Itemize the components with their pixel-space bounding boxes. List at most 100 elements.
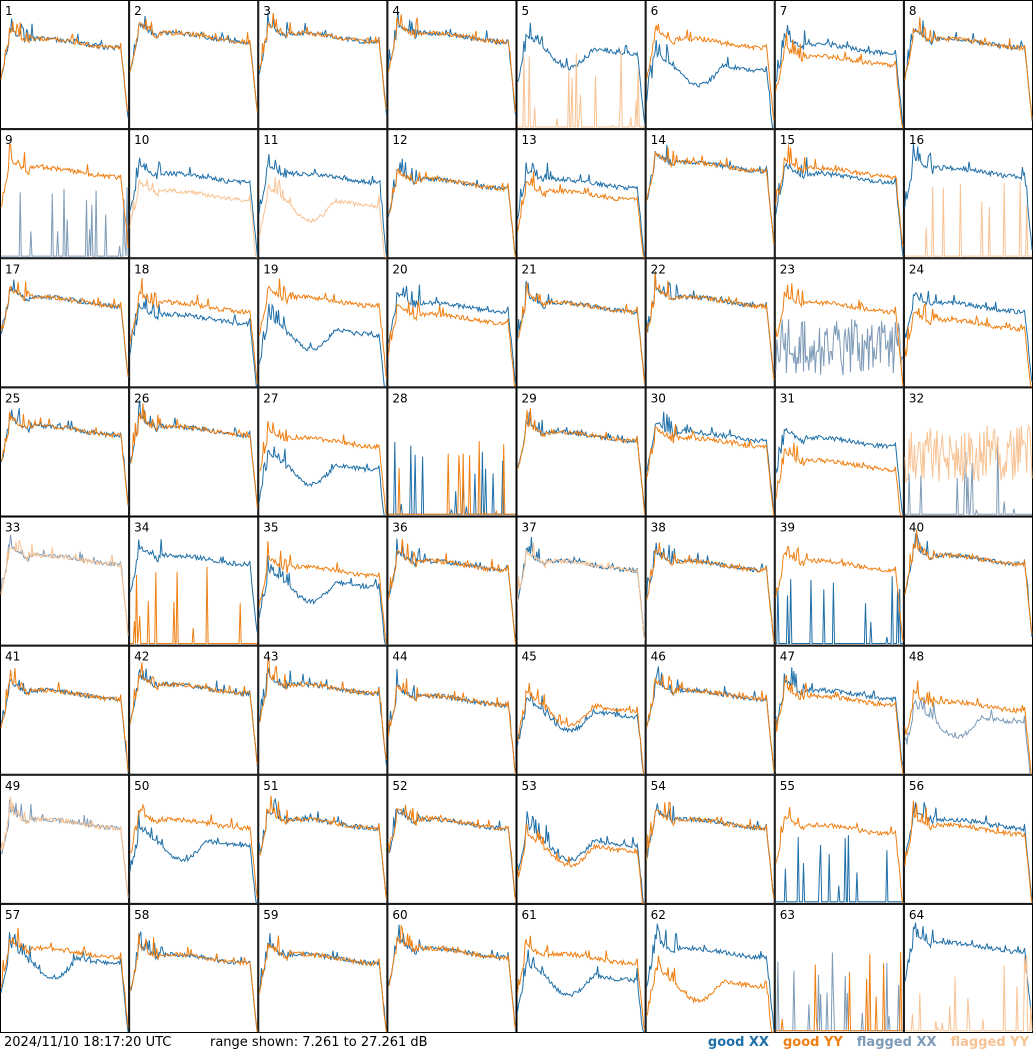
series-xx-9 bbox=[1, 187, 129, 257]
series-xx-37 bbox=[517, 536, 646, 640]
panel-label: 55 bbox=[780, 779, 795, 793]
panel-12: 12 bbox=[387, 129, 517, 259]
panel-frame bbox=[903, 129, 1033, 259]
series-yy-6 bbox=[646, 23, 775, 121]
series-yy-30 bbox=[646, 423, 775, 516]
series-yy-61 bbox=[517, 935, 646, 1031]
panel-61: 61 bbox=[516, 903, 646, 1033]
footer: 2024/11/10 18:17:20 UTC range shown: 7.2… bbox=[0, 1033, 1033, 1053]
panel-16: 16 bbox=[903, 129, 1033, 259]
panel-frame bbox=[129, 774, 259, 904]
panel-label: 32 bbox=[909, 391, 924, 405]
panel-frame bbox=[258, 387, 388, 517]
panel-23: 23 bbox=[774, 258, 904, 388]
panel-51: 51 bbox=[258, 774, 388, 904]
panel-22: 22 bbox=[645, 258, 775, 388]
panel-52: 52 bbox=[387, 774, 517, 904]
panel-54: 54 bbox=[645, 774, 775, 904]
panel-label: 36 bbox=[392, 521, 407, 535]
panel-10: 10 bbox=[129, 129, 259, 259]
panel-38: 38 bbox=[645, 516, 775, 646]
panel-label: 43 bbox=[263, 650, 278, 664]
panel-20: 20 bbox=[387, 258, 517, 388]
series-xx-64 bbox=[904, 922, 1033, 1024]
panel-6: 6 bbox=[645, 0, 775, 130]
panel-frame bbox=[516, 516, 646, 646]
series-yy-57 bbox=[0, 927, 129, 1028]
panel-frame bbox=[774, 516, 904, 646]
panel-label: 56 bbox=[909, 779, 924, 793]
panel-frame bbox=[387, 129, 517, 259]
panel-frame bbox=[129, 645, 259, 775]
panel-frame bbox=[903, 0, 1033, 130]
series-yy-16 bbox=[904, 181, 1032, 257]
panel-frame bbox=[516, 387, 646, 517]
panel-frame bbox=[0, 774, 130, 904]
panel-label: 57 bbox=[5, 908, 20, 922]
panel-frame bbox=[774, 258, 904, 388]
panel-label: 37 bbox=[522, 521, 537, 535]
panel-49: 49 bbox=[0, 774, 130, 904]
panel-43: 43 bbox=[258, 645, 388, 775]
legend-flagged-yy: flagged YY bbox=[950, 1035, 1030, 1050]
series-yy-52 bbox=[387, 804, 516, 902]
panel-32: 32 bbox=[903, 387, 1033, 517]
panel-label: 63 bbox=[780, 908, 795, 922]
series-xx-50 bbox=[129, 812, 258, 904]
panel-64: 64 bbox=[903, 903, 1033, 1033]
panel-label: 60 bbox=[392, 908, 407, 922]
panel-frame bbox=[516, 258, 646, 388]
panel-30: 30 bbox=[645, 387, 775, 517]
panel-frame bbox=[0, 258, 130, 388]
panel-4: 4 bbox=[387, 0, 517, 130]
panel-39: 39 bbox=[774, 516, 904, 646]
panel-19: 19 bbox=[258, 258, 388, 388]
panel-label: 51 bbox=[263, 779, 278, 793]
series-yy-59 bbox=[258, 935, 387, 1033]
panel-label: 39 bbox=[780, 521, 795, 535]
panel-frame bbox=[387, 516, 517, 646]
series-yy-9 bbox=[0, 143, 129, 248]
series-yy-21 bbox=[517, 282, 646, 384]
panel-label: 10 bbox=[134, 133, 149, 147]
series-xx-32 bbox=[904, 436, 1032, 515]
panel-frame bbox=[387, 258, 517, 388]
legend-flagged-xx: flagged XX bbox=[856, 1035, 937, 1050]
panel-label: 7 bbox=[780, 4, 788, 18]
panel-17: 17 bbox=[0, 258, 130, 388]
series-xx-62 bbox=[646, 923, 775, 1031]
panel-57: 57 bbox=[0, 903, 130, 1033]
panel-label: 6 bbox=[651, 4, 659, 18]
series-yy-43 bbox=[258, 658, 387, 761]
series-yy-42 bbox=[129, 662, 258, 765]
series-yy-56 bbox=[904, 800, 1033, 903]
series-yy-22 bbox=[646, 272, 775, 380]
panel-18: 18 bbox=[129, 258, 259, 388]
series-xx-58 bbox=[129, 931, 258, 1033]
series-yy-33 bbox=[0, 539, 129, 636]
panel-frame bbox=[774, 774, 904, 904]
panel-frame bbox=[645, 516, 775, 646]
panel-47: 47 bbox=[774, 645, 904, 775]
panel-frame bbox=[774, 903, 904, 1033]
panel-label: 53 bbox=[522, 779, 537, 793]
panel-label: 33 bbox=[5, 521, 20, 535]
series-yy-25 bbox=[0, 411, 129, 506]
series-yy-31 bbox=[775, 442, 903, 516]
panel-26: 26 bbox=[129, 387, 259, 517]
panel-frame bbox=[258, 645, 388, 775]
panel-label: 18 bbox=[134, 262, 149, 276]
series-yy-1 bbox=[0, 21, 129, 113]
timestamp: 2024/11/10 18:17:20 UTC bbox=[4, 1035, 172, 1050]
series-xx-61 bbox=[517, 949, 645, 1033]
panel-29: 29 bbox=[516, 387, 646, 517]
series-xx-10 bbox=[129, 157, 258, 256]
series-xx-18 bbox=[129, 295, 258, 387]
series-xx-22 bbox=[646, 271, 775, 375]
panel-frame bbox=[903, 774, 1033, 904]
panel-frame bbox=[258, 774, 388, 904]
panel-frame bbox=[0, 387, 130, 517]
series-yy-5 bbox=[517, 50, 645, 128]
panel-55: 55 bbox=[774, 774, 904, 904]
series-yy-36 bbox=[387, 538, 516, 644]
